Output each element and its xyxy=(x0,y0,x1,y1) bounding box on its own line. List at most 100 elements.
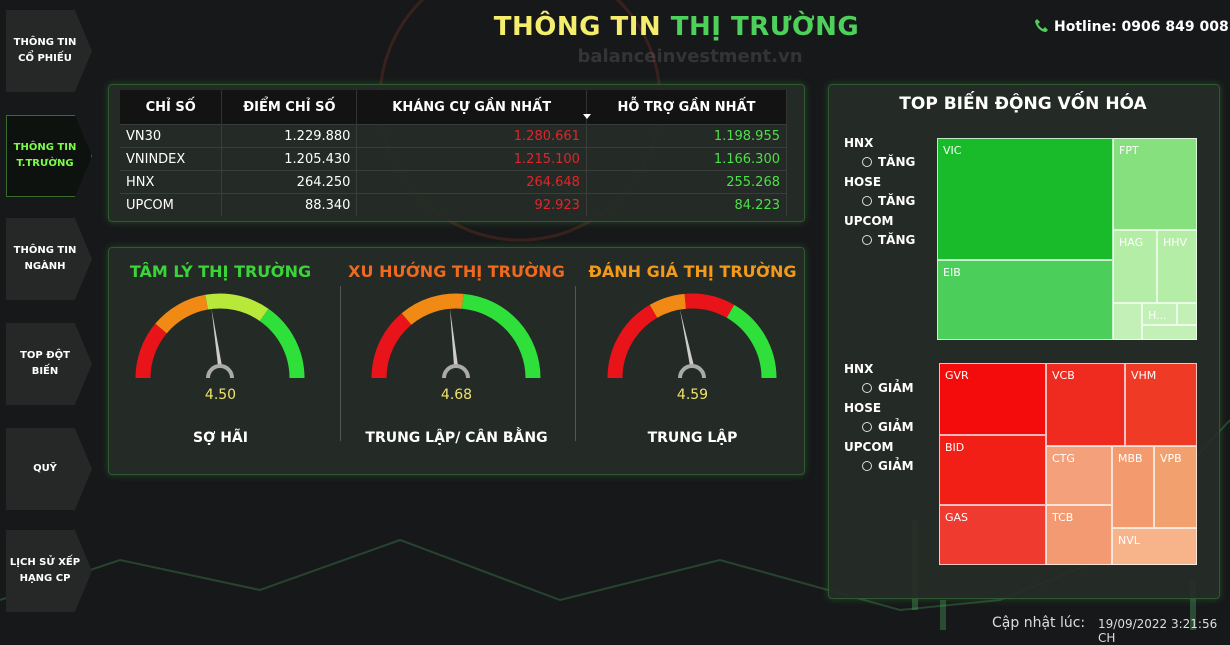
divider xyxy=(575,286,576,441)
page-title: THÔNG TIN THỊ TRƯỜNG xyxy=(0,12,1230,42)
gauge xyxy=(371,293,541,379)
market-name: HOSE xyxy=(844,175,882,189)
gauge-arc xyxy=(649,293,687,318)
treemap-tile[interactable]: CTG xyxy=(1046,446,1112,505)
column-header: CHỈ SỐ xyxy=(120,90,223,125)
treemap-tile[interactable]: TCB xyxy=(1046,505,1112,565)
gauge xyxy=(135,293,305,379)
gauge-arc xyxy=(371,313,412,379)
sidebar-item[interactable]: THÔNG TIN T.TRƯỜNG xyxy=(6,115,92,197)
table-cell: UPCOM xyxy=(120,193,223,216)
gauge-arc xyxy=(205,293,269,322)
gauge-needle xyxy=(679,309,694,366)
gauge-hub xyxy=(442,364,470,379)
gauge-title: ĐÁNH GIÁ THỊ TRƯỜNG xyxy=(588,262,797,281)
gauge-title: TÂM LÝ THỊ TRƯỜNG xyxy=(129,262,312,281)
treemap-title: TOP BIẾN ĐỘNG VỐN HÓA xyxy=(899,94,1147,114)
gauge-label: TRUNG LẬP xyxy=(647,430,738,446)
treemap-tile[interactable]: H... xyxy=(1142,303,1177,325)
table-cell: 264.250 xyxy=(221,170,358,194)
treemap-tile[interactable]: FPT xyxy=(1113,138,1197,230)
gauge-hub xyxy=(678,364,706,379)
table-row: UPCOM 88.340 92.923 84.223 xyxy=(120,193,788,216)
update-label: Cập nhật lúc: xyxy=(992,615,1086,631)
column-header: KHÁNG CỰ GẦN NHẤT xyxy=(356,90,587,125)
radio-option[interactable]: GIẢM xyxy=(862,420,914,434)
table-cell: 1.229.880 xyxy=(221,124,358,148)
sort-icon[interactable] xyxy=(583,114,591,119)
table-body: VN30 1.229.880 1.280.661 1.198.955 VNINDEX 1.… xyxy=(120,124,788,216)
gauge-title: XU HƯỚNG THỊ TRƯỜNG xyxy=(348,262,565,281)
sidebar-item[interactable]: QUỸ xyxy=(6,428,92,510)
treemap-tile[interactable]: BID xyxy=(939,435,1046,505)
index-table: CHỈ SỐ ĐIỂM CHỈ SỐ KHÁNG CỰ GẦN NHẤT HỖ TRỢ… xyxy=(120,90,788,216)
table-cell: 1.205.430 xyxy=(221,147,358,171)
gauge-hub xyxy=(206,364,234,379)
table-header: CHỈ SỐ ĐIỂM CHỈ SỐ KHÁNG CỰ GẦN NHẤT HỖ TRỢ… xyxy=(120,90,788,125)
treemap-tile[interactable]: VPB xyxy=(1154,446,1197,528)
gauge-arc xyxy=(155,294,209,334)
radio-option[interactable]: TĂNG xyxy=(862,233,915,247)
table-row: VN30 1.229.880 1.280.661 1.198.955 xyxy=(120,124,788,148)
gauge-arc xyxy=(135,323,167,379)
sidebar-item[interactable]: LỊCH SỬ XẾP HẠNG CP xyxy=(6,530,92,612)
table-cell: 1.215.100 xyxy=(356,147,587,171)
title-part: THỊ TRƯỜNG xyxy=(670,12,860,42)
radio-option[interactable]: GIẢM xyxy=(862,381,914,395)
treemap-tile[interactable]: GAS xyxy=(939,505,1046,565)
sidebar-item[interactable]: TOP ĐỘT BIẾN xyxy=(6,323,92,405)
phone-icon xyxy=(1035,19,1048,32)
table-row: HNX 264.250 264.648 255.268 xyxy=(120,170,788,194)
update-time: 19/09/2022 3:21:56 CH xyxy=(1098,617,1218,645)
table-cell: 264.648 xyxy=(356,170,587,194)
divider xyxy=(340,286,341,441)
table-cell: 88.340 xyxy=(221,193,358,216)
treemap-tile[interactable]: EIB xyxy=(937,260,1113,340)
treemap-tile[interactable]: HHV xyxy=(1157,230,1197,303)
treemap-tile[interactable]: MBB xyxy=(1112,446,1154,528)
gauge-arc xyxy=(461,293,541,379)
treemap-tile[interactable] xyxy=(1113,303,1142,340)
treemap-tile[interactable]: VIC xyxy=(937,138,1113,260)
treemap-tile[interactable]: NVL xyxy=(1112,528,1197,565)
radio-option[interactable]: GIẢM xyxy=(862,459,914,473)
gauge xyxy=(607,293,777,379)
table-cell: 1.198.955 xyxy=(586,124,788,148)
table-cell: VN30 xyxy=(120,124,223,148)
gauge-arc xyxy=(401,293,464,325)
title-part: THÔNG TIN xyxy=(493,12,662,42)
market-name: UPCOM xyxy=(844,214,894,228)
treemap-tile[interactable]: VHM xyxy=(1125,363,1197,446)
sidebar-item[interactable]: THÔNG TIN CỔ PHIẾU xyxy=(6,10,92,92)
gauge-value: 4.59 xyxy=(676,387,709,403)
table-cell: HNX xyxy=(120,170,223,194)
table-cell: 1.166.300 xyxy=(586,147,788,171)
sidebar-item[interactable]: THÔNG TIN NGÀNH xyxy=(6,218,92,300)
treemap-tile[interactable]: HAG xyxy=(1113,230,1157,303)
radio-option[interactable]: TĂNG xyxy=(862,155,915,169)
market-name: HNX xyxy=(844,362,874,376)
table-cell: 1.280.661 xyxy=(356,124,587,148)
radio-option[interactable]: TĂNG xyxy=(862,194,915,208)
gauge-value: 4.50 xyxy=(204,387,237,403)
hotline[interactable]: Hotline: 0906 849 008 xyxy=(1034,18,1229,35)
gauge-arc xyxy=(259,308,305,379)
treemap-tile[interactable] xyxy=(1142,325,1197,340)
table-cell: 84.223 xyxy=(586,193,788,216)
market-name: HOSE xyxy=(844,401,882,415)
gauge-value: 4.68 xyxy=(440,387,473,403)
column-header: ĐIỂM CHỈ SỐ xyxy=(221,90,358,125)
market-name: UPCOM xyxy=(844,440,894,454)
table-cell: 255.268 xyxy=(586,170,788,194)
hotline-text: Hotline: 0906 849 008 xyxy=(1054,19,1229,35)
treemap-tile[interactable]: GVR xyxy=(939,363,1046,435)
gauge-needle xyxy=(449,308,458,366)
gauge-label: SỢ HÃI xyxy=(193,430,248,446)
treemap-tile[interactable] xyxy=(1177,303,1197,325)
treemap-tile[interactable]: VCB xyxy=(1046,363,1125,446)
gauge-arc xyxy=(726,304,777,379)
gauge-arc xyxy=(607,304,658,379)
gauge-label: TRUNG LẬP/ CÂN BẰNG xyxy=(365,430,548,446)
